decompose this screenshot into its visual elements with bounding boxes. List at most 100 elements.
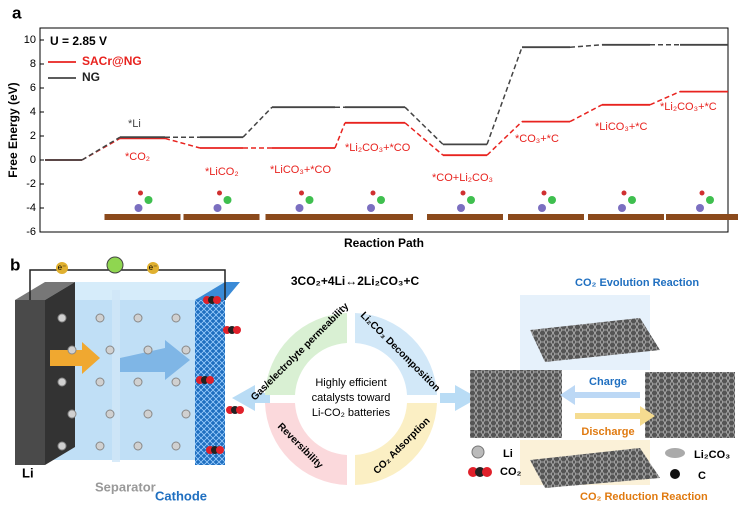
graphene-sheet [530, 448, 660, 488]
structure-model [265, 214, 342, 220]
y-tick-label: -6 [26, 226, 36, 238]
bulb [106, 256, 124, 274]
structure-atom [548, 196, 556, 204]
structure-atom [223, 196, 232, 204]
structure-atom [628, 196, 636, 204]
li-ion [105, 409, 115, 419]
plot-frame [39, 27, 729, 233]
structure-atom [305, 196, 314, 204]
connector [404, 122, 444, 156]
cathode-label: Cathode [155, 488, 207, 503]
co2 [233, 326, 241, 334]
legend-co2 [482, 467, 492, 477]
circuit [29, 269, 226, 300]
structure-atom [696, 204, 704, 212]
li-ion [133, 441, 143, 451]
quadrant [355, 313, 437, 395]
structure-model [508, 214, 584, 220]
legend-label: SACr@NG [82, 54, 142, 68]
legend-label: Li [503, 448, 513, 460]
co2 [216, 446, 224, 454]
structure-atom [467, 196, 475, 204]
anode-label: Li [22, 465, 34, 480]
cathode-top [195, 282, 240, 300]
li-ion [95, 377, 105, 387]
y-tick-label: 10 [24, 34, 36, 46]
battery: e⁻ e⁻ Li Separator Cathode [15, 256, 244, 503]
y-tick-label: -2 [26, 178, 36, 190]
y-tick-label: 4 [30, 106, 36, 118]
mechanism: CO₂ Evolution Reaction Charge Discharge … [468, 277, 735, 503]
li-ion [95, 441, 105, 451]
y-axis-label: Free Energy (eV) [6, 82, 20, 177]
arrow [232, 385, 270, 411]
state-label: *CO₃+*C [515, 133, 559, 145]
anode [15, 300, 45, 465]
structure-atom [367, 204, 375, 212]
li-ion [57, 377, 67, 387]
connector [81, 137, 121, 161]
electron [56, 262, 68, 274]
y-tick-label: 0 [30, 154, 36, 166]
legend-label: C [698, 470, 706, 482]
structure-atom [457, 204, 465, 212]
li-ion [171, 441, 181, 451]
legend-li [471, 445, 485, 459]
ring: Gas/electrolyte permeability Li₂CO₃ Deco… [249, 301, 442, 485]
graphene-sheet [470, 370, 562, 438]
legend-co2 [475, 467, 485, 477]
li-ion [181, 409, 191, 419]
connector [569, 104, 603, 123]
center-text: catalysts toward [312, 392, 391, 404]
state-label: *Li₂CO₃+*CO [345, 142, 411, 154]
separator [112, 290, 120, 462]
connector [81, 136, 121, 161]
connector [164, 137, 201, 149]
li-ion [171, 377, 181, 387]
li-ion [143, 409, 153, 419]
legend-label: CO₂ [500, 466, 522, 478]
electron-label: e⁻ [58, 263, 67, 272]
li-ion [105, 345, 115, 355]
anode-side [45, 282, 75, 465]
arrow [560, 385, 640, 405]
arrow [575, 406, 655, 426]
structure-atom [213, 204, 222, 212]
reduction-label: CO₂ Reduction Reaction [580, 491, 708, 503]
connector [404, 106, 444, 145]
li-ion [95, 313, 105, 323]
legend-c [670, 469, 680, 479]
structure-atom [299, 190, 304, 196]
li-ion [133, 313, 143, 323]
structure-model [337, 214, 413, 220]
connector [649, 90, 681, 106]
electron [147, 262, 159, 274]
structure-atom [370, 190, 376, 196]
condition: U = 2.85 V [50, 34, 107, 48]
structure-atom [377, 196, 385, 204]
center-text: Highly efficient [315, 377, 386, 389]
structure-atom [706, 196, 714, 204]
co2 [213, 296, 221, 304]
legend-li2co3 [665, 448, 685, 458]
x-axis-label: Reaction Path [344, 236, 424, 250]
chart: -6 -4 -2 0 2 4 6 8 10 SACr@NG NG *CO₂ *LiCO₂ *LiCO₃+*… [24, 34, 738, 238]
structure-model [666, 214, 738, 220]
quadrant [265, 403, 347, 485]
structure-atom [217, 190, 222, 196]
li-ion [57, 313, 67, 323]
panel-label: b [10, 255, 20, 274]
li-ion [171, 313, 181, 323]
annotation: *Li [128, 118, 141, 130]
li-ion [133, 377, 143, 387]
reaction: 3CO₂+4Li↔2Li₂CO₃+C [291, 274, 420, 288]
legend-label: Li₂CO₃ [694, 449, 730, 461]
state-label: *LiCO₃+*CO [270, 164, 331, 176]
connector [569, 44, 603, 48]
co2 [236, 406, 244, 414]
evolution-label: CO₂ Evolution Reaction [575, 277, 699, 289]
y-tick-label: 6 [30, 82, 36, 94]
structure-atom [538, 204, 546, 212]
li-ion [57, 441, 67, 451]
legend-label: NG [82, 70, 100, 84]
